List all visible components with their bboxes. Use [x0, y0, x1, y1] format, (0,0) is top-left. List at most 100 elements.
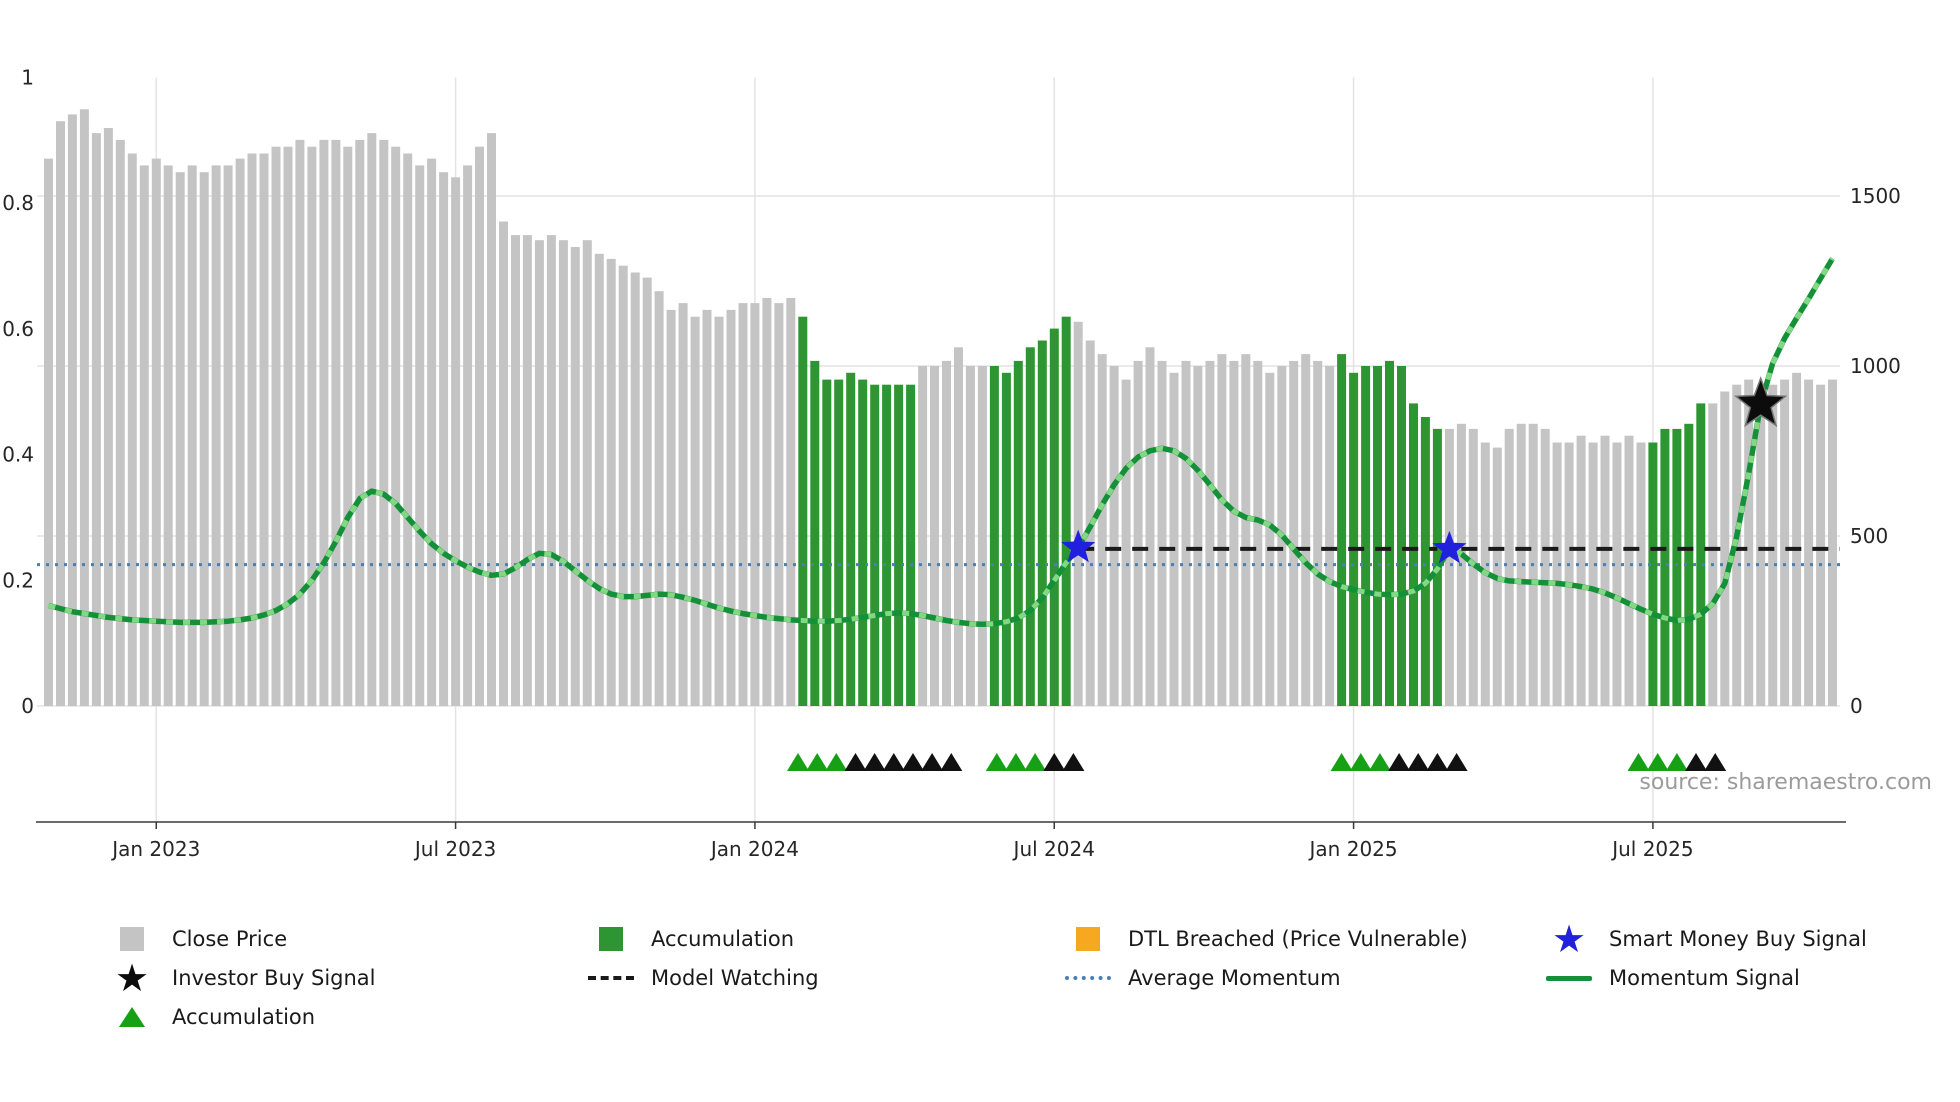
close-price-bar: [582, 240, 592, 706]
close-price-bar: [1636, 442, 1646, 706]
close-price-bar: [1792, 372, 1802, 706]
right-axis-label: 500: [1850, 524, 1888, 548]
close-price-bar: [1624, 435, 1634, 706]
watching-triangle: [1445, 753, 1468, 771]
close-price-bar: [463, 165, 473, 706]
close-price-bar: [1768, 384, 1778, 706]
close-price-bar: [1313, 360, 1323, 706]
accumulation-bar: [1337, 354, 1347, 706]
close-price-bar: [44, 158, 53, 707]
close-price-bar: [1193, 366, 1203, 706]
momentum-signal-line-dashes: [47, 257, 1835, 627]
left-axis-labels: 0 0.2 0.4 0.6 0.8 1: [2, 66, 34, 719]
close-price-bar: [594, 253, 604, 707]
left-axis-label: 0.6: [2, 317, 34, 341]
accumulation-bar: [870, 384, 880, 706]
close-price-bar: [750, 303, 760, 706]
close-price-bar: [666, 309, 676, 706]
watching-triangle: [1062, 753, 1085, 771]
close-price-bar: [91, 133, 101, 707]
watching-triangle: [1407, 753, 1430, 771]
watching-triangle: [1043, 753, 1066, 771]
watching-triangle: [902, 753, 924, 771]
close-price-bar: [319, 139, 329, 706]
close-price-bar: [678, 303, 688, 706]
close-price-bar: [139, 165, 149, 706]
close-price-bar: [487, 133, 496, 707]
accumulation-bar: [1409, 403, 1418, 706]
accumulation-bar: [1420, 417, 1430, 706]
accumulation-triangle: [825, 753, 848, 771]
watching-triangle: [1704, 753, 1727, 771]
close-price-bar: [439, 172, 449, 706]
accumulation-bar: [1025, 347, 1035, 706]
watching-triangle: [940, 753, 963, 771]
price-bars: [44, 109, 1837, 707]
close-price-bar: [475, 146, 484, 706]
accumulation-bar: [1349, 372, 1359, 706]
close-price-bar: [930, 366, 939, 706]
x-axis-label: Jan 2025: [1308, 837, 1398, 861]
close-price-bar: [1181, 360, 1191, 706]
close-price-bar: [247, 153, 257, 706]
close-price-bar: [451, 177, 461, 707]
close-price-bar: [786, 298, 796, 706]
x-axis-label: Jul 2024: [1012, 837, 1095, 861]
accumulation-bar: [846, 372, 856, 706]
accumulation-bar: [1001, 372, 1011, 706]
close-price-bar: [1804, 379, 1814, 706]
accumulation-triangle: [1024, 753, 1047, 771]
close-price-bar: [355, 139, 365, 706]
left-axis-label: 0.2: [2, 568, 34, 592]
close-price-bar: [1588, 442, 1598, 706]
accumulation-triangle: [787, 753, 809, 771]
close-price-bar: [546, 235, 556, 706]
close-price-bar: [1289, 360, 1299, 706]
close-price-bar: [606, 258, 616, 706]
accumulation-bar: [1061, 316, 1071, 706]
close-price-bar: [283, 146, 293, 706]
close-price-bar: [1828, 379, 1837, 706]
close-price-bar: [307, 146, 317, 706]
close-price-bar: [67, 114, 77, 706]
right-axis-labels: 0 500 1000 1500: [1850, 184, 1901, 718]
close-price-bar: [415, 165, 425, 706]
left-axis-label: 0.8: [2, 191, 34, 215]
source-credit: source: sharemaestro.com: [1639, 770, 1932, 795]
close-price-bar: [1121, 379, 1131, 706]
watching-triangles: [844, 753, 1727, 771]
close-price-bar: [271, 146, 281, 706]
close-price-bar: [391, 146, 401, 706]
close-price-bar: [918, 366, 928, 706]
close-price-bar: [427, 158, 437, 707]
close-price-bar: [738, 303, 748, 706]
accumulation-bar: [1361, 366, 1371, 706]
watching-triangle: [844, 753, 867, 771]
accumulation-bar: [1385, 360, 1394, 706]
close-price-bar: [187, 165, 197, 706]
close-price-bar: [103, 128, 113, 706]
close-price-bar: [1540, 428, 1550, 706]
close-price-bar: [954, 347, 963, 706]
investor-buy-star: [1733, 376, 1788, 428]
close-price-bar: [774, 303, 784, 706]
close-price-bar: [1468, 428, 1478, 706]
accumulation-bar: [834, 379, 844, 706]
watching-triangle: [1388, 753, 1411, 771]
close-price-bar: [570, 247, 580, 706]
close-price-bar: [642, 277, 652, 706]
watching-triangle: [882, 753, 905, 771]
accumulation-bar: [1648, 442, 1658, 706]
watching-triangle: [1426, 753, 1449, 771]
close-price-bar: [1444, 428, 1454, 706]
right-axis-label: 1000: [1850, 354, 1901, 378]
accumulation-bar: [1696, 403, 1706, 706]
close-price-bar: [223, 165, 233, 706]
close-price-bar: [199, 172, 209, 706]
smart-money-star: [1432, 530, 1467, 564]
close-price-bar: [1145, 347, 1155, 706]
close-price-bar: [1301, 354, 1311, 706]
close-price-bar: [534, 240, 544, 706]
